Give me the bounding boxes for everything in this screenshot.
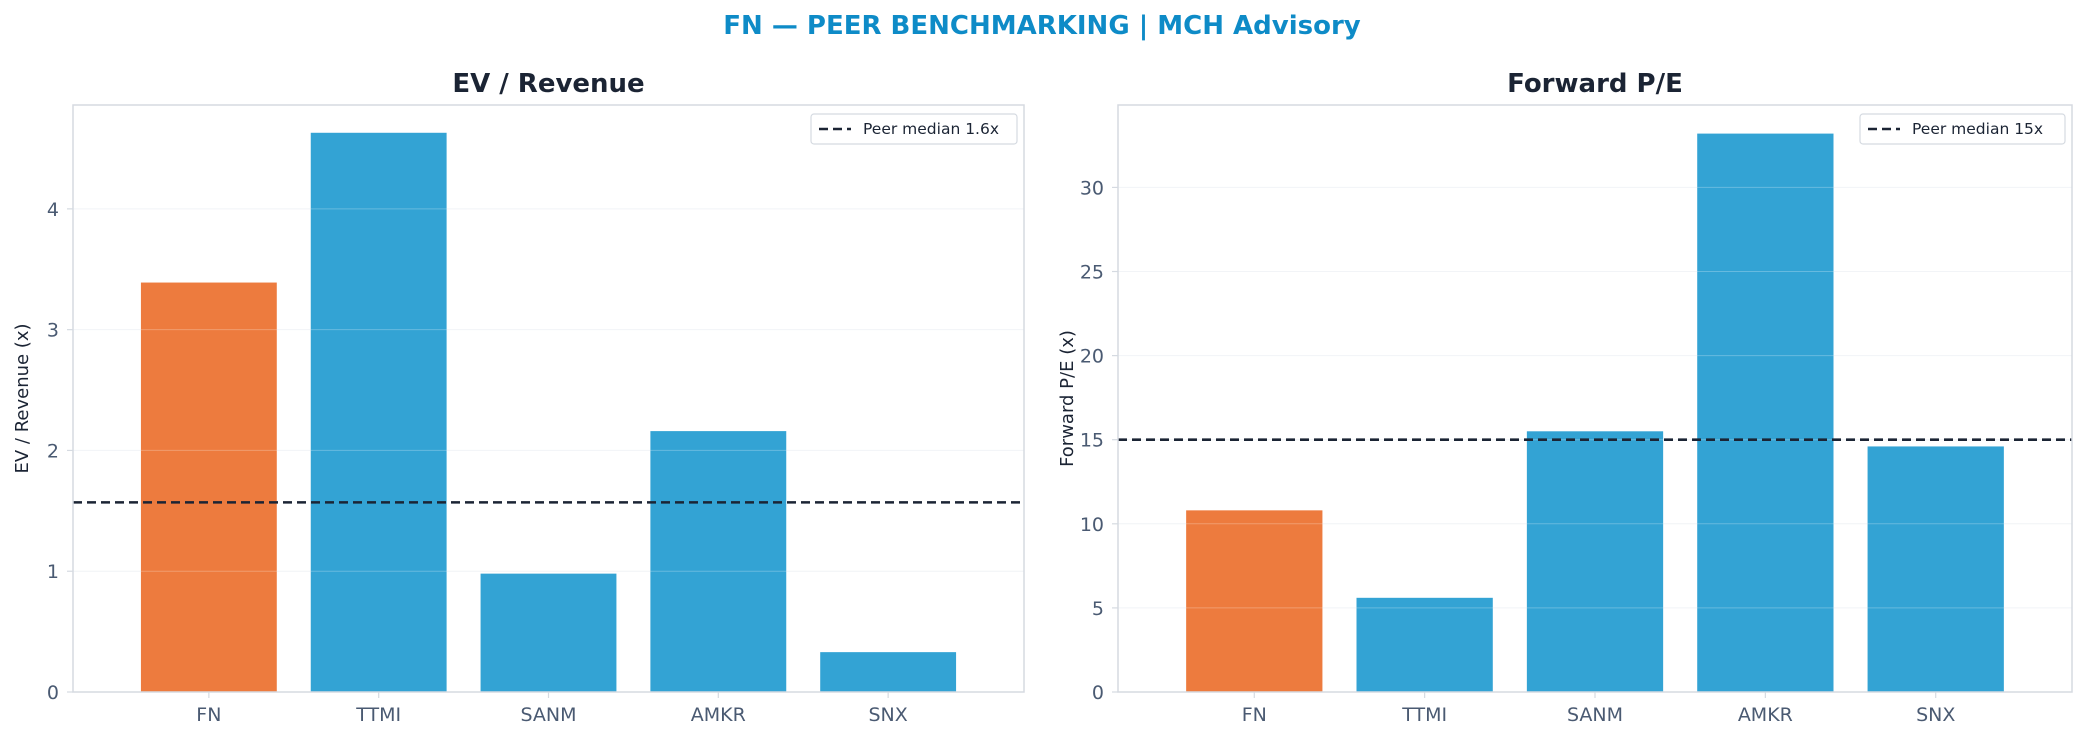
figure-title: FN — PEER BENCHMARKING | MCH Advisory [723, 11, 1361, 41]
bar-fn [1186, 510, 1323, 692]
y-axis-label: Forward P/E (x) [1057, 330, 1078, 467]
bar-amkr [650, 431, 787, 692]
bar-ttmi [1356, 597, 1493, 692]
x-tick-label: AMKR [1738, 704, 1793, 726]
y-tick-label: 15 [1080, 430, 1104, 452]
bar-snx [820, 652, 957, 692]
x-tick-label: FN [1242, 704, 1267, 726]
bar-fn [140, 282, 277, 692]
x-tick-label: FN [196, 704, 221, 726]
y-tick-label: 3 [47, 320, 59, 342]
x-tick-label: TTMI [1401, 704, 1447, 726]
y-tick-label: 30 [1080, 177, 1104, 199]
y-tick-label: 1 [47, 561, 59, 583]
y-tick-label: 20 [1080, 346, 1104, 368]
y-tick-label: 4 [47, 199, 59, 221]
y-tick-label: 25 [1080, 262, 1104, 284]
y-tick-label: 0 [47, 682, 59, 704]
bar-sanm [1526, 431, 1664, 692]
legend-box [810, 113, 1018, 145]
ev-revenue-panel: EV / Revenue 0 1 2 3 4 FN TTMI SANM AMKR SNX EV / R… [12, 69, 1025, 726]
x-tick-label: SNX [1916, 704, 1955, 726]
y-tick-label: 2 [47, 440, 59, 462]
y-tick-label: 5 [1092, 598, 1104, 620]
x-tick-label: SANM [1567, 704, 1623, 726]
x-tick-label: SNX [868, 704, 907, 726]
x-tick-label: AMKR [691, 704, 746, 726]
legend-box [1859, 113, 2066, 145]
legend: Peer median 1.6x [810, 113, 1018, 145]
x-tick-label: SANM [520, 704, 576, 726]
x-tick-label: TTMI [355, 704, 401, 726]
legend-label: Peer median 1.6x [863, 120, 999, 138]
panel-title: EV / Revenue [452, 69, 644, 99]
bar-snx [1867, 446, 2004, 692]
y-tick-label: 0 [1092, 682, 1104, 704]
y-tick-label: 10 [1080, 514, 1104, 536]
legend-label: Peer median 15x [1912, 120, 2043, 138]
bar-amkr [1697, 133, 1834, 692]
forward-pe-panel: Forward P/E 0 5 10 15 20 25 30 FN TTMI SANM AMKR SNX… [1057, 69, 2073, 726]
bar-sanm [480, 573, 617, 692]
panel-title: Forward P/E [1507, 69, 1683, 99]
bar-ttmi [310, 132, 447, 692]
legend: Peer median 15x [1859, 113, 2066, 145]
y-axis-label: EV / Revenue (x) [12, 323, 33, 473]
